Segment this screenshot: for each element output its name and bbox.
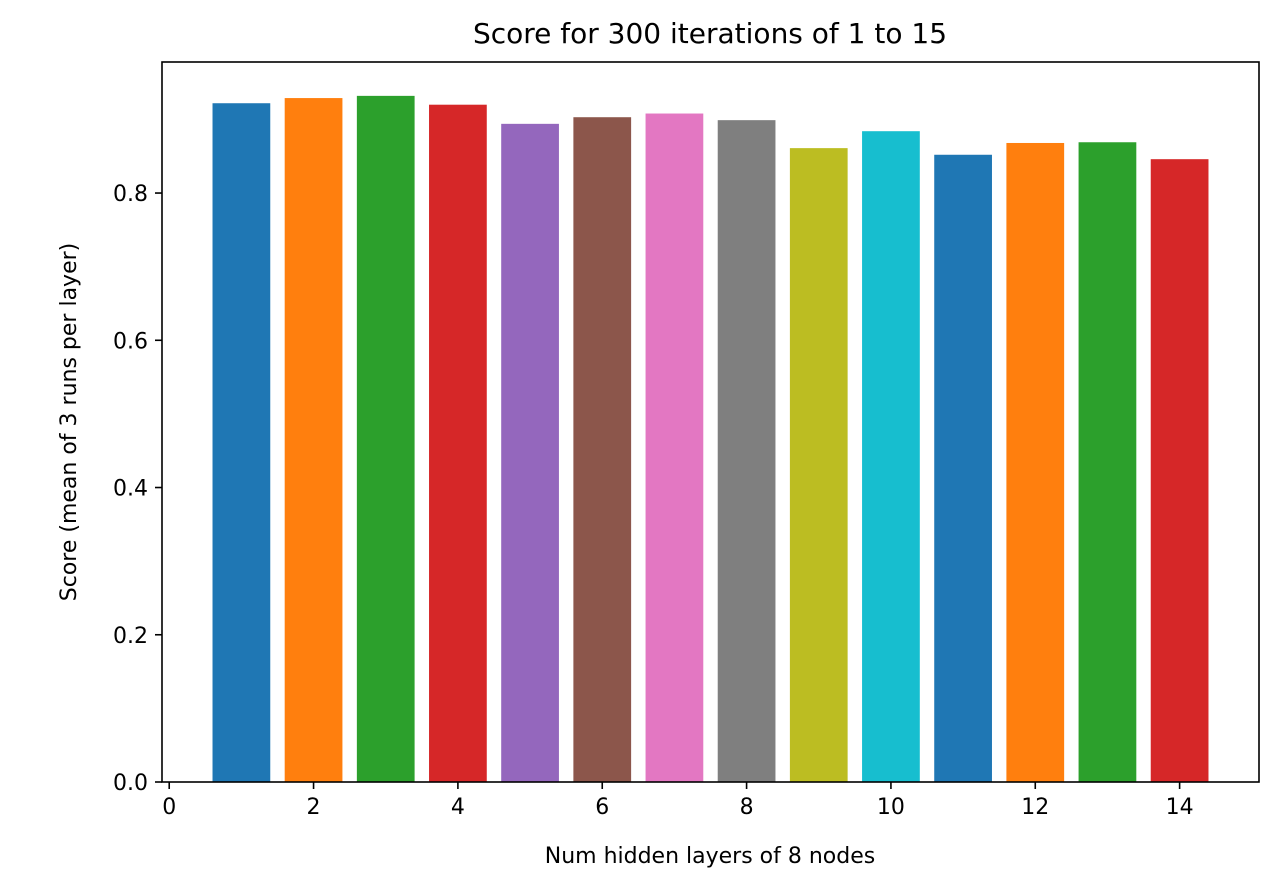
- y-tick-label-0.2: 0.2: [113, 624, 148, 649]
- y-tick-label-0.4: 0.4: [113, 477, 148, 502]
- bar-5: [501, 123, 559, 783]
- x-tick-label-0: 0: [162, 795, 176, 820]
- bar-4: [429, 104, 487, 782]
- x-tick-label-8: 8: [740, 795, 754, 820]
- x-tick-label-14: 14: [1166, 795, 1194, 820]
- x-tick-label-12: 12: [1021, 795, 1049, 820]
- bar-8: [717, 120, 776, 782]
- y-tick-label-0.0: 0.0: [113, 771, 148, 796]
- x-axis-label: Num hidden layers of 8 nodes: [545, 844, 875, 869]
- bar-10: [862, 131, 920, 782]
- bar-14: [1150, 159, 1209, 782]
- bar-11: [934, 154, 992, 782]
- x-tick-label-2: 2: [307, 795, 321, 820]
- bar-1: [212, 103, 271, 783]
- axes-frame: [161, 61, 1260, 783]
- bar-6: [573, 117, 632, 782]
- y-axis: 0.0 0.2 0.4 0.6 0.8: [113, 182, 162, 796]
- y-tick-label-0.8: 0.8: [113, 182, 148, 207]
- x-tick-label-4: 4: [451, 795, 465, 820]
- chart-title: Score for 300 iterations of 1 to 15: [473, 17, 947, 50]
- y-axis-label: Score (mean of 3 runs per layer): [57, 243, 82, 601]
- bar-7: [645, 113, 704, 782]
- bar-9: [789, 148, 848, 782]
- bar-13: [1078, 142, 1137, 782]
- bars-layer: [212, 95, 1209, 783]
- bar-3: [356, 95, 415, 783]
- x-tick-label-10: 10: [877, 795, 905, 820]
- bar-2: [284, 98, 343, 782]
- y-tick-label-0.6: 0.6: [113, 329, 148, 354]
- x-axis: 0 2 4 6 8 10 12 14: [162, 782, 1194, 820]
- x-tick-label-6: 6: [595, 795, 609, 820]
- bar-12: [1006, 142, 1065, 783]
